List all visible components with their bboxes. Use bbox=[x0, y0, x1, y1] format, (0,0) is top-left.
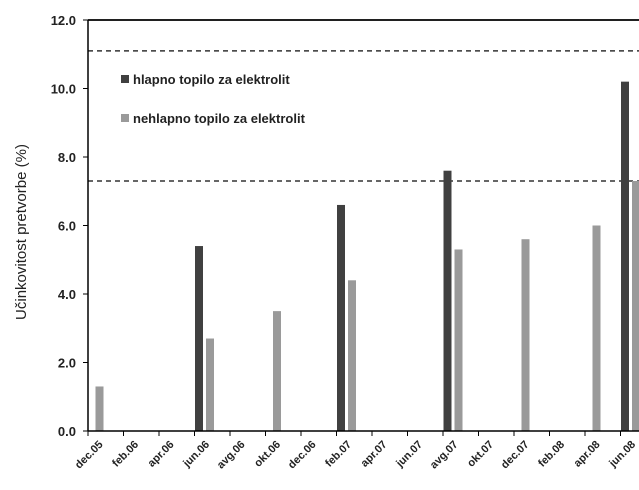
bar-nonvolatile-feb.07 bbox=[348, 280, 356, 431]
x-tick-label: jun.08 bbox=[606, 439, 638, 471]
bar-volatile-jun.08 bbox=[621, 81, 629, 432]
x-tick-label: apr.07 bbox=[359, 439, 390, 470]
bar-nonvolatile-dec.07 bbox=[521, 239, 530, 431]
y-tick-label: 8.0 bbox=[58, 150, 76, 165]
x-tick-label: okt.06 bbox=[252, 439, 283, 470]
x-tick-label: avg.06 bbox=[215, 439, 248, 472]
y-axis-label-group: Učinkovitost pretvorbe (%) bbox=[13, 144, 30, 320]
x-tick-label: apr.06 bbox=[146, 439, 177, 470]
reference-lines bbox=[88, 50, 639, 182]
x-tick-label: dec.05 bbox=[73, 439, 106, 472]
x-tick-label: feb.06 bbox=[110, 439, 141, 470]
legend-swatch-nonvolatile bbox=[121, 114, 129, 122]
x-tick-label: jun.06 bbox=[180, 439, 212, 471]
x-tick-label: avg.07 bbox=[428, 439, 461, 472]
legend-label-volatile: hlapno topilo za elektrolit bbox=[133, 72, 290, 87]
bar-nonvolatile-jun.06 bbox=[206, 338, 214, 431]
bars bbox=[95, 81, 639, 432]
x-tick-label: feb.08 bbox=[536, 439, 567, 470]
y-tick-label: 12.0 bbox=[51, 13, 76, 28]
y-tick-labels: 0.0 2.0 4.0 6.0 8.0 10.0 12.0 bbox=[51, 13, 76, 439]
y-tick-label: 4.0 bbox=[58, 287, 76, 302]
legend-label-nonvolatile: nehlapno topilo za elektrolit bbox=[133, 111, 306, 126]
bar-nonvolatile-okt.06 bbox=[273, 311, 281, 431]
x-tick-label: okt.07 bbox=[465, 439, 496, 470]
y-tick-label: 2.0 bbox=[58, 356, 76, 371]
x-tick-label: feb.07 bbox=[323, 439, 354, 470]
y-tick-label: 10.0 bbox=[51, 82, 76, 97]
x-tick-label: jun.07 bbox=[393, 439, 425, 471]
legend: hlapno topilo za elektrolit nehlapno top… bbox=[121, 72, 306, 126]
bar-nonvolatile-dec.05 bbox=[95, 386, 104, 431]
legend-swatch-volatile bbox=[121, 75, 129, 83]
bar-volatile-avg.07 bbox=[443, 170, 452, 431]
y-tick-label: 6.0 bbox=[58, 219, 76, 234]
x-tick-label: dec.07 bbox=[499, 439, 532, 472]
y-tick-label: 0.0 bbox=[58, 424, 76, 439]
y-axis-label: Učinkovitost pretvorbe (%) bbox=[13, 144, 30, 320]
x-tick-label: dec.06 bbox=[286, 439, 319, 472]
bar-nonvolatile-jun.08 bbox=[632, 180, 639, 431]
x-tick-label: apr.08 bbox=[572, 439, 603, 470]
bar-volatile-feb.07 bbox=[337, 204, 345, 431]
axes bbox=[83, 19, 639, 436]
x-tick-labels: dec.05 feb.06 apr.06 jun.06 avg.06 okt.06 dec.… bbox=[73, 439, 638, 472]
bar-volatile-jun.06 bbox=[195, 246, 203, 431]
bar-nonvolatile-avg.07 bbox=[454, 249, 463, 431]
bar-nonvolatile-apr.08 bbox=[592, 225, 601, 431]
